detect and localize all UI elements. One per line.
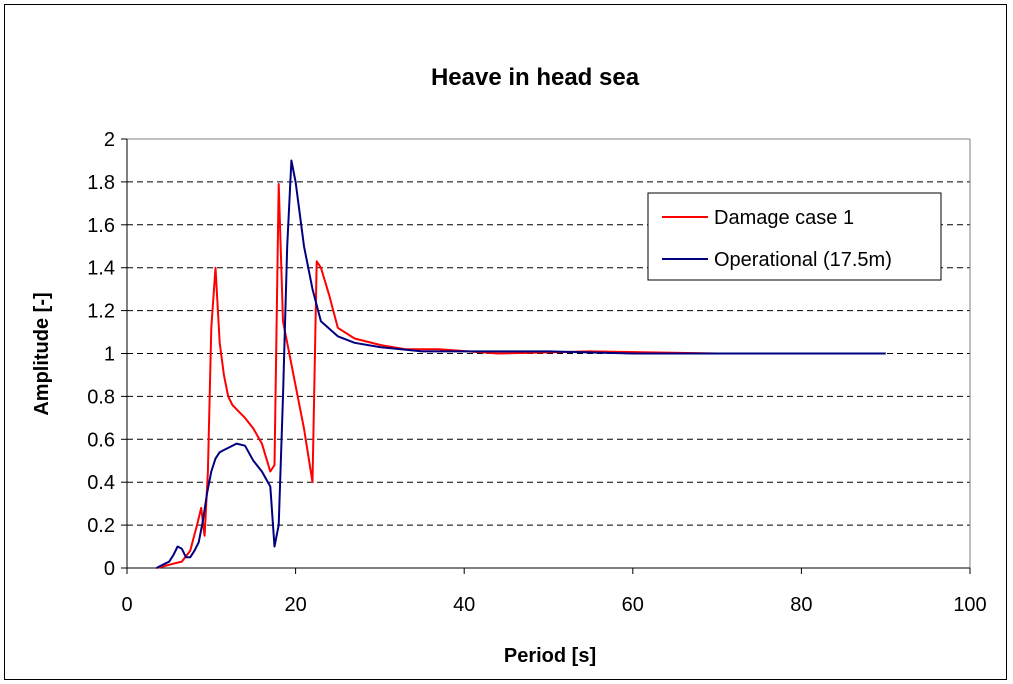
x-axis-label: Period [s] — [504, 645, 596, 667]
y-axis-label: Amplitude [-] — [31, 292, 53, 415]
y-tick-label: 1.2 — [87, 301, 115, 323]
x-tick-label: 100 — [953, 594, 986, 616]
legend: Damage case 1 Operational (17.5m) — [647, 192, 942, 281]
axes: 00.20.40.60.811.21.41.61.820 20 40 60 80 100 — [87, 129, 987, 616]
y-tick-label: 0.2 — [87, 515, 115, 537]
y-tick-label: 0.4 — [87, 472, 115, 494]
x-tick-label: 60 — [622, 594, 644, 616]
series-lines — [156, 159, 886, 569]
legend-label-operational: Operational (17.5m) — [714, 249, 892, 271]
x-tick-label: 20 — [284, 594, 306, 616]
x-tick-label: 0 — [121, 594, 132, 616]
y-tick-label: 1 — [104, 344, 115, 366]
y-tick-label: 1.8 — [87, 172, 115, 194]
y-tick-label: 1.6 — [87, 215, 115, 237]
y-tick-label: 2 — [104, 129, 115, 151]
legend-label-damage-case-1: Damage case 1 — [714, 207, 854, 229]
series-line-operational-17-5m — [156, 159, 886, 569]
legend-box — [647, 192, 942, 281]
y-tick-label: 0 — [104, 558, 115, 580]
chart-frame — [4, 4, 1007, 680]
y-tick-label: 0.6 — [87, 429, 115, 451]
x-tick-label: 40 — [453, 594, 475, 616]
y-tick-label: 1.4 — [87, 258, 115, 280]
x-tick-label: 80 — [790, 594, 812, 616]
chart-title: Heave in head sea — [431, 64, 640, 91]
y-tick-label: 0.8 — [87, 386, 115, 408]
